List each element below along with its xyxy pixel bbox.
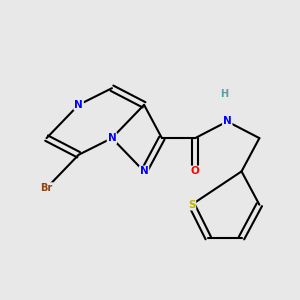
Text: S: S [188, 200, 195, 210]
Text: N: N [223, 116, 232, 127]
Text: N: N [108, 133, 116, 143]
Text: Br: Br [40, 183, 53, 193]
Text: N: N [140, 167, 148, 176]
Text: H: H [220, 89, 228, 99]
Text: O: O [191, 167, 200, 176]
Text: N: N [74, 100, 83, 110]
